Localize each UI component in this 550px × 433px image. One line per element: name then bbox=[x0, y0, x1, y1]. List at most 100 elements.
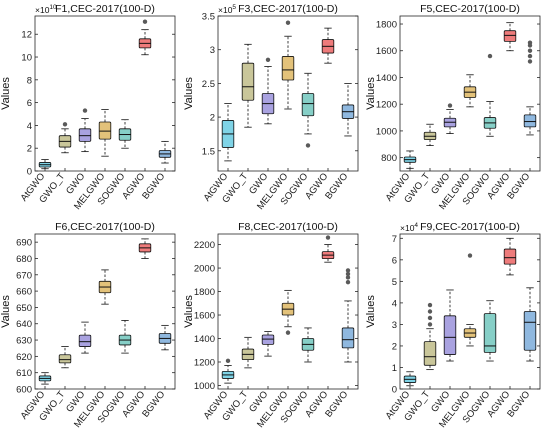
y-scale-multiplier: ×1010 bbox=[35, 4, 57, 15]
y-tick-label: 650 bbox=[16, 303, 32, 314]
chart-4: F6,CEC-2017(100-D) Values 600 610 620 630 640 6… bbox=[0, 221, 176, 430]
y-tick-label: 1400 bbox=[376, 73, 397, 84]
outlier-point bbox=[82, 108, 88, 113]
outlier-point bbox=[527, 48, 533, 53]
chart-title: F6,CEC-2017(100-D) bbox=[55, 221, 155, 233]
y-tick-label: 1 bbox=[392, 363, 397, 374]
y-tick-label: 630 bbox=[16, 336, 32, 347]
outlier-point bbox=[427, 322, 433, 327]
scale-base: ×10 bbox=[218, 5, 233, 15]
y-tick-label: 620 bbox=[16, 352, 32, 363]
box-atgwo bbox=[221, 103, 235, 162]
box-sogwo bbox=[301, 327, 315, 363]
outlier-point bbox=[527, 53, 533, 59]
chart-title: F8,CEC-2017(100-D) bbox=[238, 221, 338, 233]
outlier-point bbox=[345, 268, 351, 273]
box-sogwo bbox=[118, 320, 132, 354]
y-tick-label: 680 bbox=[16, 254, 32, 265]
y-tick-label: 7 bbox=[392, 234, 397, 245]
chart-2: F3,CEC-2017(100-D)Values×1051.522.533.5A… bbox=[183, 3, 359, 212]
chart-1: F1,CEC-2017(100-D)Values×1010024681012At… bbox=[0, 3, 176, 212]
iqr-box bbox=[281, 56, 295, 81]
iqr-box bbox=[523, 311, 537, 351]
outlier-point bbox=[527, 59, 533, 64]
box-melgwo bbox=[98, 109, 112, 157]
y-tick-label: 2.5 bbox=[202, 79, 215, 90]
chart-title: F3,CEC-2017(100-D) bbox=[238, 3, 338, 15]
box-bgwo bbox=[158, 324, 172, 351]
plot-frame bbox=[34, 233, 176, 390]
y-tick-label: 0 bbox=[27, 167, 32, 178]
plot-frame bbox=[399, 233, 541, 390]
iqr-box bbox=[78, 128, 92, 142]
outlier-point bbox=[225, 358, 231, 364]
y-tick-label: 4 bbox=[392, 298, 397, 309]
box-gwo bbox=[443, 289, 457, 362]
box-gwo bbox=[78, 321, 92, 354]
y-tick-label: 1600 bbox=[376, 46, 397, 57]
y-tick-label: 4 bbox=[27, 121, 32, 132]
y-axis-label: Values bbox=[365, 295, 377, 328]
outlier-point bbox=[62, 122, 68, 127]
iqr-box bbox=[341, 327, 355, 349]
iqr-box bbox=[503, 248, 517, 265]
y-scale-multiplier: ×105 bbox=[218, 4, 236, 15]
chart-5: F8,CEC-2017(100-D) Values 1000 1200 1400 1600… bbox=[183, 221, 359, 430]
scale-exponent: 4 bbox=[414, 222, 418, 229]
scale-exponent: 5 bbox=[232, 4, 236, 11]
chart-6: F9,CEC-2017(100-D)Values×10401234567AtGW… bbox=[365, 221, 541, 430]
outlier-point bbox=[345, 271, 351, 277]
y-tick-label: 10 bbox=[21, 53, 32, 64]
box-melgwo bbox=[463, 74, 477, 108]
box-gwo-t bbox=[423, 123, 437, 147]
scale-base: ×10 bbox=[400, 223, 415, 233]
outlier-point bbox=[467, 253, 473, 258]
y-tick-label: 1800 bbox=[376, 20, 397, 31]
y-tick-label: 660 bbox=[16, 287, 32, 298]
iqr-box bbox=[78, 334, 92, 347]
box-bgwo bbox=[158, 140, 172, 164]
y-tick-label: 3 bbox=[210, 45, 215, 56]
iqr-box bbox=[423, 341, 437, 366]
chart-3: F5,CEC-2017(100-D) Values 800 1000 1200 1400 1… bbox=[365, 3, 541, 212]
box-bgwo bbox=[523, 40, 537, 136]
box-agwo bbox=[138, 238, 152, 259]
y-tick-label: 670 bbox=[16, 270, 32, 281]
box-gwo-t bbox=[241, 43, 255, 128]
box-gwo bbox=[261, 331, 275, 357]
box-atgwo bbox=[38, 372, 52, 385]
outlier-point bbox=[447, 103, 453, 108]
chart-title: F5,CEC-2017(100-D) bbox=[420, 3, 520, 15]
y-tick-label: 1000 bbox=[376, 126, 397, 137]
y-tick-label: 6 bbox=[27, 98, 32, 109]
iqr-box bbox=[443, 315, 457, 355]
y-tick-label: 640 bbox=[16, 319, 32, 330]
y-tick-label: 2200 bbox=[194, 240, 215, 251]
y-tick-label: 1400 bbox=[194, 334, 215, 345]
box-atgwo bbox=[403, 150, 417, 169]
box-atgwo bbox=[221, 358, 235, 384]
box-sogwo bbox=[483, 53, 497, 137]
iqr-box bbox=[483, 313, 497, 353]
box-agwo bbox=[503, 22, 517, 52]
iqr-box bbox=[301, 93, 315, 117]
box-melgwo bbox=[463, 253, 477, 347]
y-axis-label: Values bbox=[0, 77, 12, 110]
box-gwo-t bbox=[58, 122, 72, 154]
outlier-point bbox=[285, 330, 291, 335]
iqr-box bbox=[261, 334, 275, 345]
iqr-box bbox=[58, 354, 72, 364]
outlier-point bbox=[265, 57, 271, 63]
outlier-point bbox=[345, 279, 351, 285]
iqr-box bbox=[523, 114, 537, 128]
box-gwo-t bbox=[423, 302, 437, 371]
box-melgwo bbox=[98, 269, 112, 305]
y-scale-multiplier: ×104 bbox=[400, 222, 418, 233]
outlier-point bbox=[427, 315, 433, 321]
y-tick-label: 12 bbox=[21, 30, 32, 41]
y-tick-label: 1600 bbox=[194, 311, 215, 322]
y-tick-label: 690 bbox=[16, 238, 32, 249]
box-gwo bbox=[443, 103, 457, 134]
chart-title: F9,CEC-2017(100-D) bbox=[420, 221, 520, 233]
outlier-point bbox=[345, 275, 351, 280]
